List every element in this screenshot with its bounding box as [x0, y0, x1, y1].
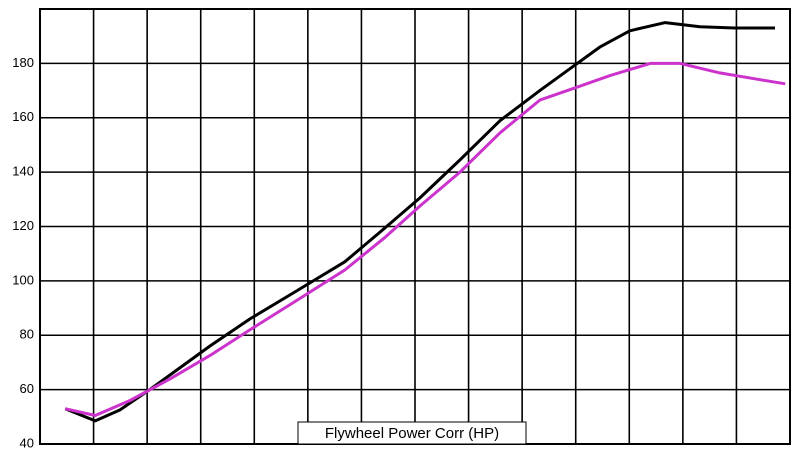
y-tick-label: 160 [12, 109, 34, 124]
title-box [297, 421, 527, 445]
y-tick-label: 120 [12, 218, 34, 233]
y-tick-label: 40 [20, 435, 34, 450]
lines [64, 21, 786, 423]
chart-title: Flywheel Power Corr (HP) [325, 425, 499, 442]
series-line [64, 61, 786, 417]
y-tick-label: 60 [20, 381, 34, 396]
y-tick-label: 80 [20, 327, 34, 342]
y-tick-label: 100 [12, 272, 34, 287]
y-tick-label: 180 [12, 55, 34, 70]
grid [39, 9, 791, 445]
series-line [64, 21, 775, 423]
y-tick-label: 140 [12, 164, 34, 179]
